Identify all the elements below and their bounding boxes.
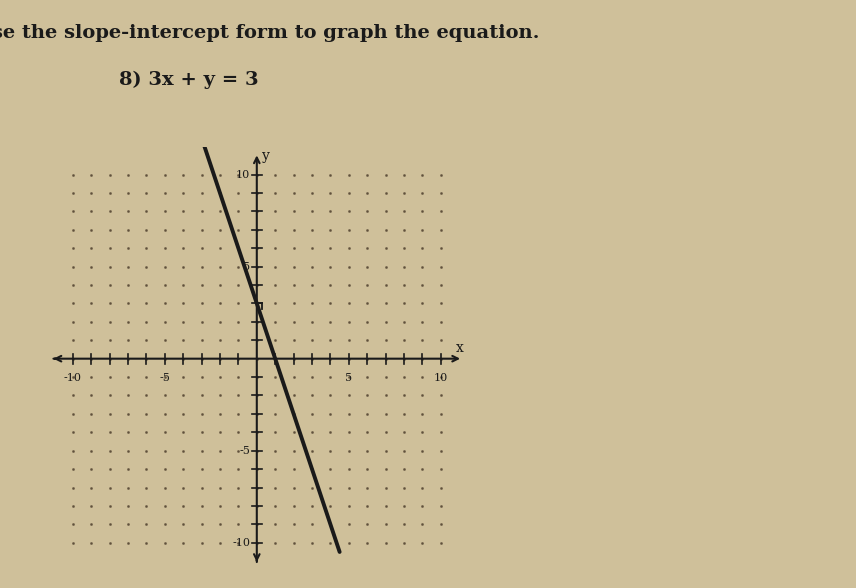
Text: Use the slope-intercept form to graph the equation.: Use the slope-intercept form to graph th… (0, 24, 539, 42)
Text: 5: 5 (243, 262, 250, 272)
Text: y: y (262, 149, 270, 163)
Text: 10: 10 (236, 169, 250, 179)
Text: x: x (455, 340, 463, 355)
Text: -10: -10 (63, 373, 81, 383)
Text: 8) 3x + y = 3: 8) 3x + y = 3 (118, 71, 259, 89)
Text: 5: 5 (345, 373, 353, 383)
Text: -5: -5 (240, 446, 250, 456)
Text: -5: -5 (159, 373, 170, 383)
Text: -10: -10 (232, 538, 250, 548)
Text: 10: 10 (434, 373, 448, 383)
